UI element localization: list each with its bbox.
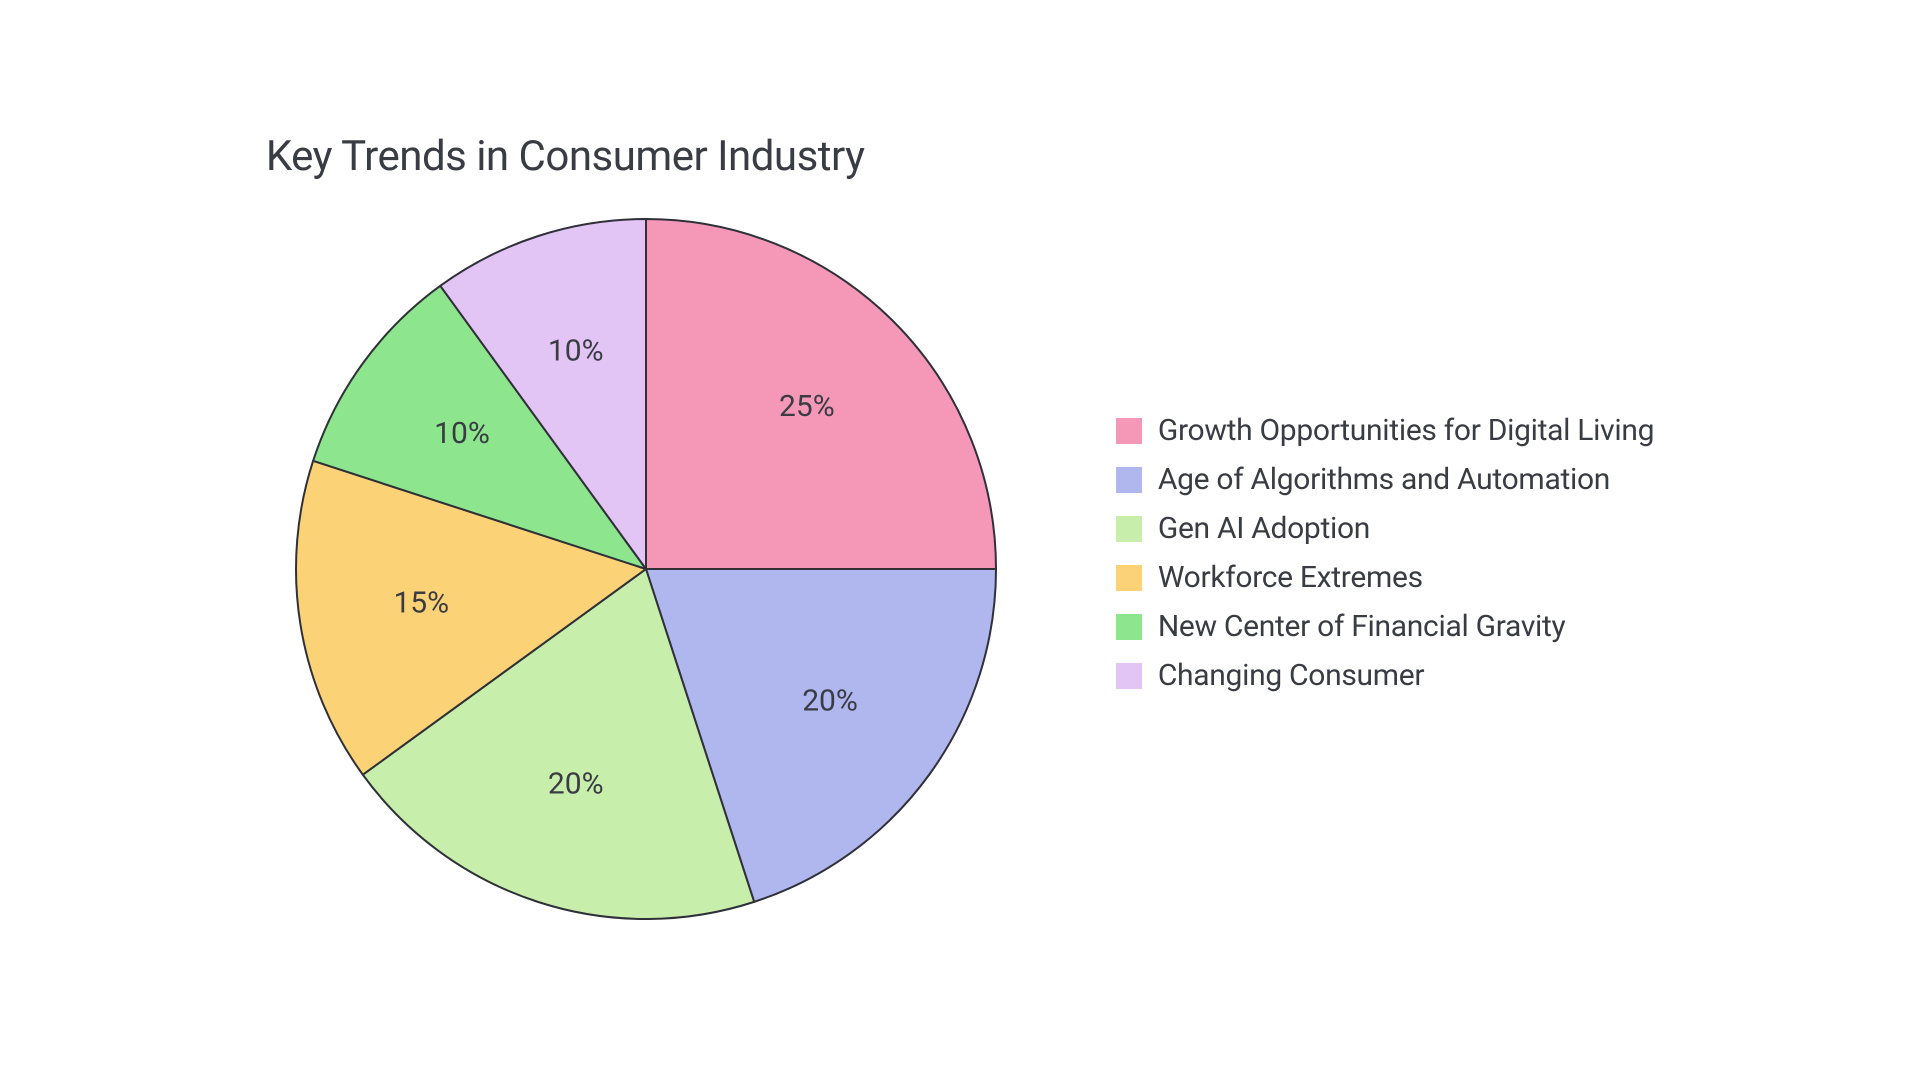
legend-label: Gen AI Adoption bbox=[1158, 511, 1370, 546]
legend-label: Changing Consumer bbox=[1158, 658, 1424, 693]
slice-label: 10% bbox=[548, 333, 604, 368]
pie-column: Key Trends in Consumer Industry 25% 20% 20… bbox=[266, 132, 1026, 949]
legend-label: New Center of Financial Gravity bbox=[1158, 609, 1566, 644]
slice-label: 15% bbox=[393, 585, 449, 620]
legend-label: Age of Algorithms and Automation bbox=[1158, 462, 1610, 497]
legend-item: New Center of Financial Gravity bbox=[1116, 609, 1654, 644]
legend-item: Changing Consumer bbox=[1116, 658, 1654, 693]
chart-area: Key Trends in Consumer Industry 25% 20% 20… bbox=[266, 132, 1654, 949]
legend-swatch bbox=[1116, 614, 1142, 640]
slice-label: 20% bbox=[548, 766, 604, 801]
chart-container: Key Trends in Consumer Industry 25% 20% 20… bbox=[0, 0, 1920, 1080]
slice-label: 10% bbox=[434, 416, 490, 451]
legend-swatch bbox=[1116, 565, 1142, 591]
chart-title: Key Trends in Consumer Industry bbox=[266, 132, 865, 181]
legend: Growth Opportunities for Digital Living A… bbox=[1116, 413, 1654, 707]
legend-item: Age of Algorithms and Automation bbox=[1116, 462, 1654, 497]
slice-label: 20% bbox=[802, 683, 858, 718]
legend-label: Growth Opportunities for Digital Living bbox=[1158, 413, 1654, 448]
legend-item: Gen AI Adoption bbox=[1116, 511, 1654, 546]
legend-label: Workforce Extremes bbox=[1158, 560, 1423, 595]
legend-item: Workforce Extremes bbox=[1116, 560, 1654, 595]
legend-swatch bbox=[1116, 467, 1142, 493]
legend-item: Growth Opportunities for Digital Living bbox=[1116, 413, 1654, 448]
pie-chart: 25% 20% 20% 15% 10% 10% bbox=[266, 189, 1026, 949]
legend-swatch bbox=[1116, 418, 1142, 444]
legend-swatch bbox=[1116, 663, 1142, 689]
slice-label: 25% bbox=[779, 389, 835, 424]
legend-swatch bbox=[1116, 516, 1142, 542]
